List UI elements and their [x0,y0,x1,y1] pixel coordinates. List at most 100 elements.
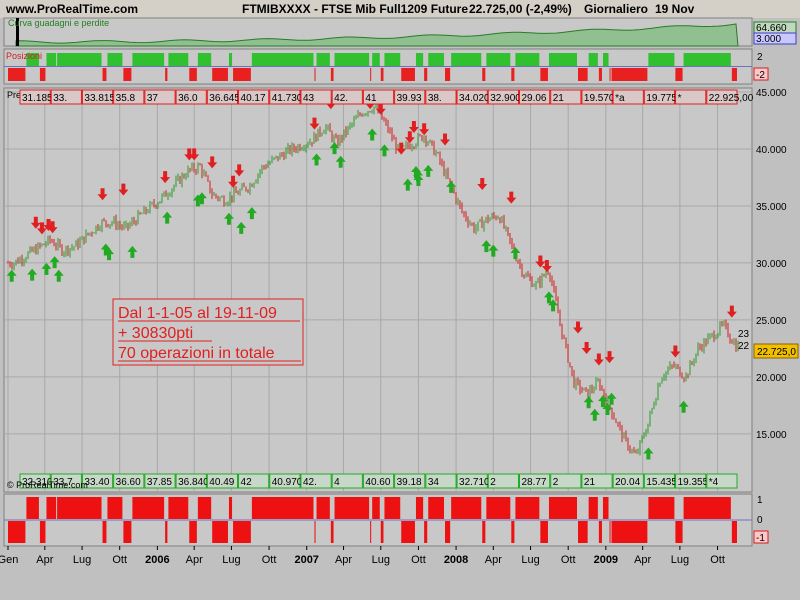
indicator-down-bar [233,521,251,543]
x-tick-label: Lug [222,554,240,566]
equity-label: Curva guadagni e perdite [8,18,109,28]
y-tick-label: 35.000 [756,202,787,213]
buy-arrow-icon [379,144,390,157]
indicator-down-bar [731,521,737,543]
sell-arrow-icon [573,321,584,334]
buy-arrow-icon [329,142,340,155]
sell-arrow-icon [234,164,245,177]
trade-label: 29.06 [521,93,546,104]
x-tick-label: Apr [335,554,352,566]
buy-arrow-icon [27,268,38,281]
sell-arrow-icon [535,255,546,268]
trade-label-box [612,473,644,489]
indicator-up-bar [451,497,482,519]
trade-label-box [643,89,676,105]
sell-arrow-icon [118,183,129,196]
sell-arrow-icon [440,133,451,146]
trade-label: 33.7 [53,477,73,488]
trade-label-box [706,473,738,489]
trade-label-box [300,89,332,105]
equity-start-marker [16,18,19,46]
trade-label-box [425,89,457,105]
short-position-bar [370,68,372,81]
indicator-up-bar [228,497,233,519]
long-position-bar [107,53,123,66]
short-position-bar [598,68,602,81]
indicator-down-bar [675,521,683,543]
positions-value-top: 2 [757,52,763,63]
sell-arrow-icon [419,123,430,136]
trade-label-box [425,473,457,489]
sell-arrow-icon [375,102,386,115]
x-tick-label: Gen [0,554,18,566]
trade-label-box [362,473,395,489]
trade-label: 36.840,00 [178,477,223,488]
indicator-up-bar [486,497,511,519]
buy-arrow-icon [335,155,346,168]
indicator-down-bar [8,521,26,543]
indicator-down-bar [102,521,107,543]
long-position-bar [486,53,511,66]
trade-label-box [113,89,145,105]
buy-arrow-icon [311,153,322,166]
long-position-bar [683,53,731,66]
short-position-bar [609,68,611,81]
trade-label: 39.93 [397,93,422,104]
trade-label-box [331,473,363,489]
trade-label: 33.40 [84,477,109,488]
trade-label-box [394,473,426,489]
long-position-bar [648,53,675,66]
short-position-bar [8,68,26,81]
trade-label: 34 [428,477,440,488]
indicator-down-bar [370,521,372,543]
short-position-bar [511,68,515,81]
trade-label: 19.355,00 [678,477,723,488]
indicator-down-bar [540,521,548,543]
price-panel: Prezzo 31.185,0033.33.815,035.83736.036.… [3,87,799,493]
trade-label: 35.8 [116,93,136,104]
trade-label-box [550,89,582,105]
short-position-bar [611,68,648,81]
trade-label-box [487,473,519,489]
x-tick-label: Ott [710,554,725,566]
indicator-up-bar [548,497,578,519]
sell-arrow-icon [408,121,419,134]
trade-label: 36.60 [116,477,141,488]
long-position-bar [372,53,380,66]
sell-arrow-icon [404,131,415,144]
buy-arrow-icon [543,291,554,304]
x-tick-label: Ott [262,554,277,566]
period-label: Giornaliero [584,2,649,16]
x-tick-label: Apr [485,554,502,566]
y-tick-label: 30.000 [756,259,787,270]
sell-arrow-icon [97,188,108,201]
indicator-down-bar [424,521,428,543]
trade-label: 19.570,00 [584,93,629,104]
site-name[interactable]: www.ProRealTime.com [6,2,139,16]
short-position-bar [482,68,486,81]
annotation-period: Dal 1-1-05 al 19-11-09 [118,305,277,322]
indicator-down-bar [123,521,132,543]
trade-label: 33. [53,93,67,104]
buy-arrow-icon [236,221,247,234]
indicator-down-bar [189,521,197,543]
trade-label: 41 [365,93,377,104]
long-position-bar [132,53,165,66]
indicator-down-bar [609,521,611,543]
indicator-up-bar [316,497,330,519]
indicator-up-bar [107,497,123,519]
trade-label-box [238,473,270,489]
sell-arrow-icon [541,260,552,273]
trade-label-box [81,473,114,489]
indicator-up-bar [197,497,212,519]
indicator-up-bar [26,497,39,519]
long-position-bar [415,53,424,66]
price-y-axis: 45.000 40.000 35.000 30.000 25.000 20.000 15.0… [756,88,787,441]
trade-label-box [300,473,332,489]
indicator-down-bar [330,521,334,543]
price-change: 22.725,00 (-2,49%) [469,2,572,16]
trade-label: 19.775,00 [646,93,691,104]
short-position-bar [380,68,384,81]
trade-label: 4 [334,477,340,488]
positions-label: Posizioni [6,51,42,61]
